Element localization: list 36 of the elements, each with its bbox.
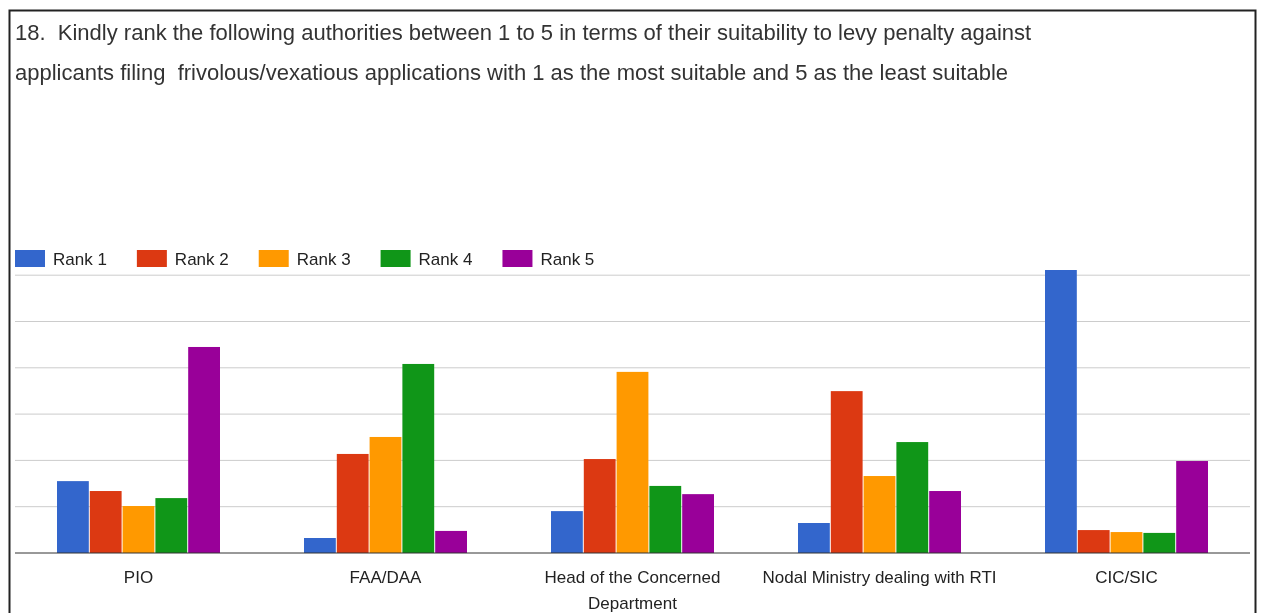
bar: [1110, 532, 1143, 553]
bar: [830, 391, 863, 553]
bar: [583, 459, 616, 553]
bar: [369, 436, 402, 553]
bar: [1143, 532, 1176, 553]
bar: [435, 530, 467, 553]
bar: [682, 494, 714, 553]
bar: [929, 491, 961, 553]
bar: [304, 538, 336, 553]
x-tick-label: Head of the Concerned Department: [544, 568, 721, 613]
legend-label: Rank 1: [53, 250, 107, 269]
legend-label: Rank 5: [540, 250, 595, 269]
chart-title: 18. Kindly rank the following authorities between 1 to 5 in terms of their suitability to levy penalty against applicants filing frivolous/vexatious applications with 1 as the most suitable and 5 as the least suitable: [15, 20, 1032, 85]
bar: [551, 511, 583, 553]
x-tick-label: FAA/DAA: [349, 568, 423, 587]
bar: [89, 491, 122, 553]
bar: [336, 453, 369, 553]
bar: [1045, 270, 1077, 553]
bar: [798, 523, 830, 553]
bar: [155, 498, 188, 553]
bar: [402, 363, 435, 553]
x-tick-label: CIC/SIC: [1095, 568, 1158, 587]
bar: [1077, 530, 1110, 553]
legend-label: Rank 4: [418, 250, 473, 269]
bar: [616, 371, 649, 553]
bar: [649, 485, 682, 553]
legend-label: Rank 3: [296, 250, 351, 269]
legend-label: Rank 2: [174, 250, 229, 269]
bar: [188, 346, 220, 553]
bar: [896, 442, 929, 553]
bar: [863, 476, 896, 553]
x-tick-label: PIO: [123, 568, 154, 587]
x-tick-label: Nodal Ministry dealing with RTI: [762, 568, 997, 587]
bar: [57, 481, 89, 553]
bar: [122, 506, 155, 553]
bar: [1176, 461, 1208, 553]
